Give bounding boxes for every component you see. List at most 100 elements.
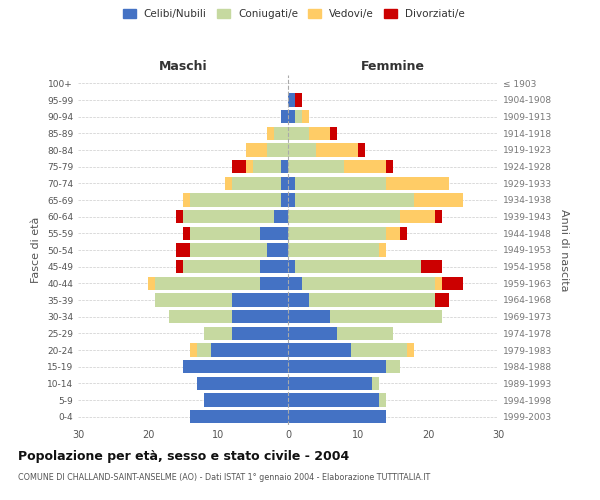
Bar (295, 110, 302, 124)
Text: Maschi: Maschi (158, 60, 208, 74)
Bar (183, 226, 190, 240)
Bar (330, 126, 337, 140)
Bar (288, 244, 379, 256)
Bar (358, 144, 365, 156)
Bar (260, 260, 288, 274)
Bar (274, 210, 288, 224)
Bar (288, 194, 295, 206)
Bar (183, 210, 274, 224)
Bar (281, 176, 288, 190)
Bar (211, 344, 288, 356)
Bar (435, 294, 449, 306)
Bar (288, 360, 386, 374)
Bar (246, 144, 267, 156)
Bar (400, 210, 435, 224)
Bar (288, 260, 295, 274)
Bar (386, 360, 400, 374)
Bar (344, 160, 386, 173)
Bar (190, 194, 281, 206)
Bar (288, 410, 386, 424)
Bar (155, 276, 260, 290)
Bar (288, 310, 330, 324)
Bar (232, 326, 288, 340)
Bar (288, 176, 295, 190)
Bar (197, 344, 211, 356)
Bar (288, 210, 400, 224)
Bar (288, 94, 295, 106)
Bar (379, 244, 386, 256)
Bar (204, 326, 232, 340)
Bar (386, 226, 400, 240)
Bar (288, 144, 316, 156)
Bar (183, 194, 190, 206)
Bar (295, 194, 414, 206)
Bar (414, 194, 463, 206)
Bar (288, 294, 309, 306)
Bar (281, 110, 288, 124)
Bar (379, 394, 386, 406)
Bar (295, 176, 386, 190)
Bar (169, 310, 232, 324)
Bar (288, 110, 295, 124)
Bar (407, 344, 414, 356)
Bar (421, 260, 442, 274)
Bar (190, 226, 260, 240)
Bar (386, 176, 449, 190)
Bar (232, 310, 288, 324)
Bar (302, 110, 309, 124)
Bar (183, 260, 260, 274)
Bar (351, 344, 407, 356)
Bar (183, 360, 288, 374)
Bar (309, 126, 330, 140)
Bar (267, 126, 274, 140)
Bar (190, 344, 197, 356)
Bar (330, 310, 442, 324)
Bar (225, 176, 232, 190)
Bar (232, 160, 246, 173)
Bar (260, 276, 288, 290)
Y-axis label: Anni di nascita: Anni di nascita (559, 208, 569, 291)
Bar (288, 376, 372, 390)
Bar (281, 160, 288, 173)
Bar (176, 210, 183, 224)
Bar (176, 260, 183, 274)
Bar (232, 176, 281, 190)
Text: Femmine: Femmine (361, 60, 425, 74)
Bar (442, 276, 463, 290)
Bar (295, 260, 421, 274)
Bar (253, 160, 281, 173)
Bar (288, 326, 337, 340)
Legend: Celibi/Nubili, Coniugati/e, Vedovi/e, Divorziati/e: Celibi/Nubili, Coniugati/e, Vedovi/e, Di… (119, 5, 469, 24)
Bar (337, 326, 393, 340)
Bar (246, 160, 253, 173)
Text: Popolazione per età, sesso e stato civile - 2004: Popolazione per età, sesso e stato civil… (18, 450, 349, 463)
Bar (281, 194, 288, 206)
Bar (267, 244, 288, 256)
Bar (190, 410, 288, 424)
Bar (288, 276, 302, 290)
Bar (197, 376, 288, 390)
Bar (386, 160, 393, 173)
Bar (232, 294, 288, 306)
Bar (274, 126, 288, 140)
Bar (148, 276, 155, 290)
Bar (190, 244, 267, 256)
Bar (267, 144, 288, 156)
Bar (295, 94, 302, 106)
Bar (288, 226, 386, 240)
Bar (400, 226, 407, 240)
Bar (372, 376, 379, 390)
Bar (288, 344, 351, 356)
Bar (316, 144, 358, 156)
Bar (176, 244, 190, 256)
Bar (435, 210, 442, 224)
Bar (288, 126, 309, 140)
Y-axis label: Fasce di età: Fasce di età (31, 217, 41, 283)
Bar (204, 394, 288, 406)
Bar (288, 160, 344, 173)
Bar (302, 276, 435, 290)
Bar (288, 394, 379, 406)
Bar (309, 294, 435, 306)
Bar (260, 226, 288, 240)
Text: COMUNE DI CHALLAND-SAINT-ANSELME (AO) - Dati ISTAT 1° gennaio 2004 - Elaborazion: COMUNE DI CHALLAND-SAINT-ANSELME (AO) - … (18, 472, 430, 482)
